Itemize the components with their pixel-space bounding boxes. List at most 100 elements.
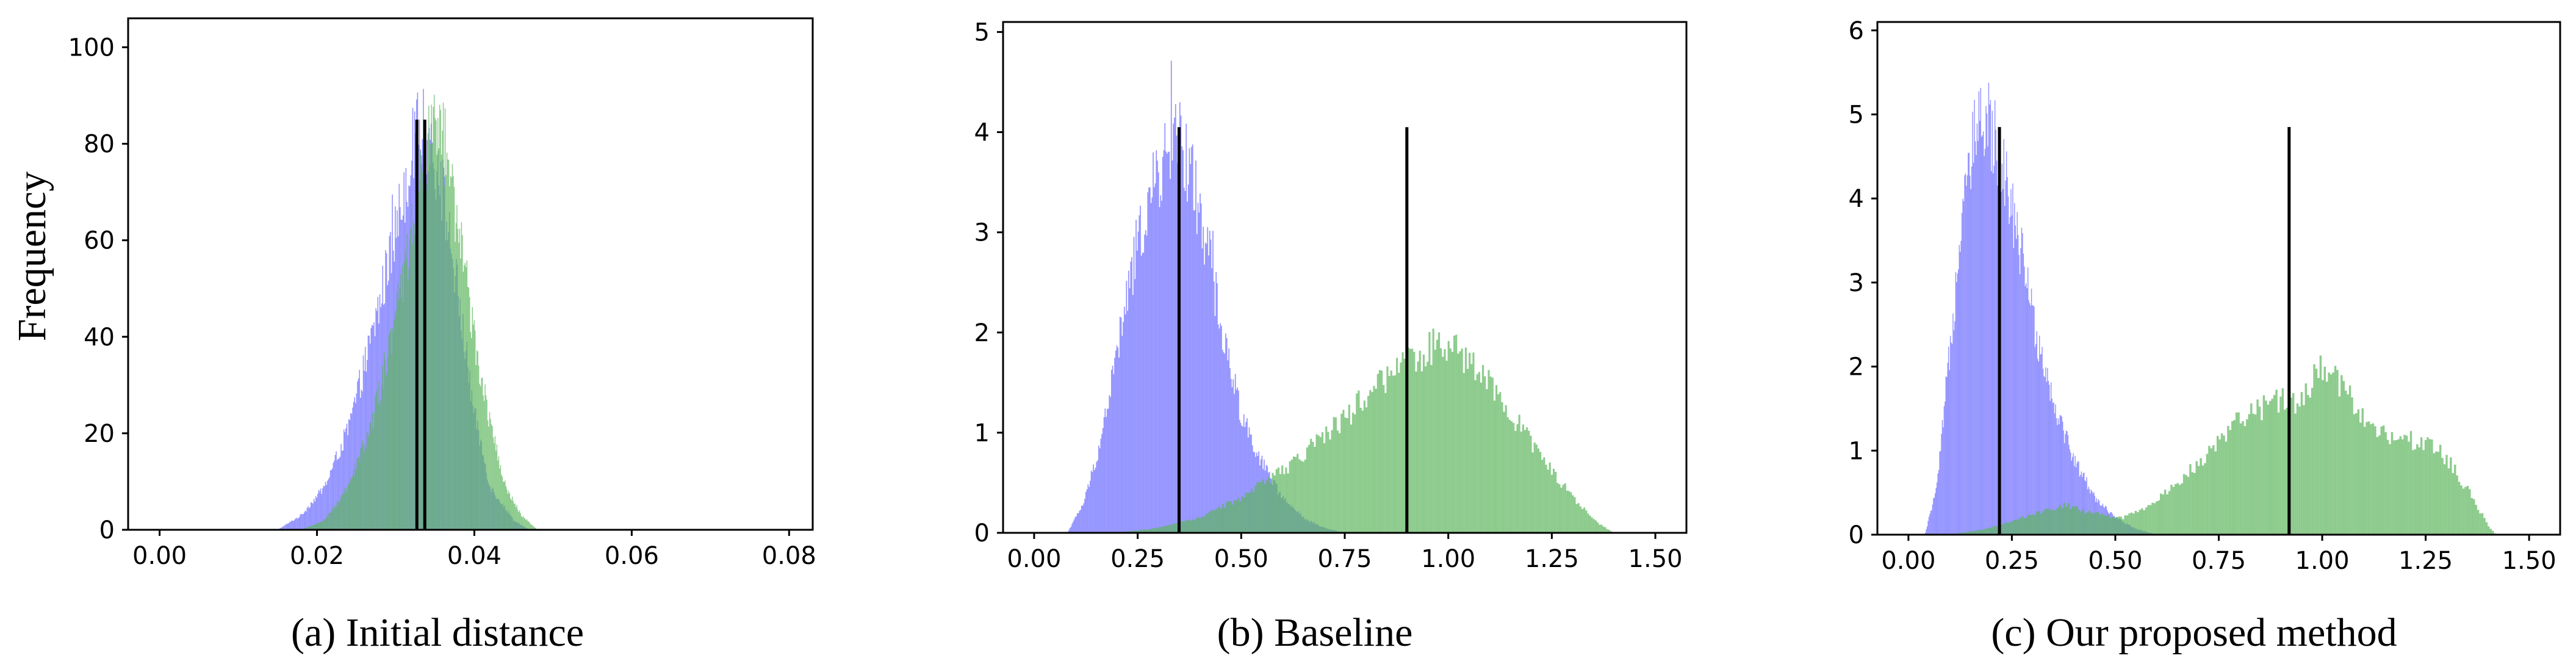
histogram-bar bbox=[1599, 524, 1601, 533]
histogram-bar bbox=[2469, 489, 2471, 535]
histogram-bar bbox=[1972, 112, 1973, 535]
histogram-bar bbox=[2370, 424, 2372, 535]
histogram-bar bbox=[2096, 511, 2099, 535]
histogram-bar bbox=[2166, 494, 2168, 535]
histogram-bar bbox=[339, 501, 340, 530]
histogram-bar bbox=[2187, 477, 2190, 535]
histogram-bar bbox=[2056, 418, 2057, 535]
histogram-bar bbox=[1208, 255, 1209, 533]
histogram-bar bbox=[1220, 323, 1221, 533]
histogram-bar bbox=[1329, 439, 1331, 533]
histogram-bar bbox=[2130, 512, 2133, 535]
histogram-bar bbox=[1192, 144, 1193, 533]
histogram-bar bbox=[2412, 450, 2414, 535]
histogram-bar bbox=[1182, 150, 1184, 533]
histogram-bar bbox=[2214, 451, 2217, 535]
histogram-bar bbox=[1185, 123, 1187, 533]
panel-baseline: 0.00 0.25 0.50 0.75 1.00 1.25 1.50 0 1 2 3 4 5 (b) Ba… bbox=[974, 18, 1688, 655]
histogram-bar bbox=[1157, 527, 1159, 533]
histogram-bar bbox=[1987, 527, 1990, 535]
histogram-bar bbox=[1204, 264, 1205, 533]
histogram-bar bbox=[495, 450, 497, 530]
histogram-bar bbox=[313, 499, 315, 530]
histogram-bar bbox=[2128, 513, 2131, 535]
histogram-bar bbox=[1079, 510, 1081, 533]
histogram-bar bbox=[1170, 60, 1172, 533]
histogram-bar bbox=[1327, 432, 1329, 533]
histogram-bar bbox=[314, 501, 315, 530]
histogram-bar bbox=[1478, 372, 1480, 533]
histogram-bar bbox=[2393, 440, 2395, 535]
histogram-bar bbox=[1189, 521, 1192, 533]
histogram-bar bbox=[1165, 151, 1167, 533]
histogram-bar bbox=[295, 518, 297, 530]
histogram-bar bbox=[2281, 388, 2284, 535]
histogram-bar bbox=[523, 518, 525, 530]
histogram-bar bbox=[1312, 442, 1314, 533]
histogram-bar bbox=[1176, 135, 1178, 533]
histogram-bar bbox=[330, 512, 331, 530]
histogram-bar bbox=[1289, 461, 1291, 533]
histogram-bar bbox=[1220, 508, 1222, 533]
histogram-bar bbox=[326, 515, 328, 530]
histogram-bar bbox=[287, 524, 289, 530]
histogram-bar bbox=[346, 424, 348, 530]
histogram-bar bbox=[431, 104, 433, 530]
histogram-bar bbox=[2366, 422, 2368, 535]
histogram-bar bbox=[1136, 250, 1138, 533]
histogram-bar bbox=[2416, 444, 2419, 535]
histogram-bar bbox=[1247, 493, 1249, 533]
histogram-bar bbox=[1218, 328, 1220, 533]
histogram-bar bbox=[2068, 444, 2070, 535]
histogram-bar bbox=[354, 463, 356, 530]
histogram-bar bbox=[2087, 489, 2089, 535]
histogram-bar bbox=[421, 155, 422, 530]
histogram-bar bbox=[1164, 123, 1166, 533]
histogram-bar bbox=[2435, 451, 2437, 535]
x-tick-label: 1.25 bbox=[1525, 545, 1579, 573]
panel-proposed-method: 0.00 0.25 0.50 0.75 1.00 1.25 1.50 0 1 2 3 4 5 6 (c) O… bbox=[1849, 17, 2561, 655]
histogram-bar bbox=[334, 507, 336, 530]
histogram-bar bbox=[1145, 230, 1146, 533]
histogram-bar bbox=[1266, 480, 1268, 533]
histogram-bar bbox=[1174, 117, 1175, 533]
histogram-bar bbox=[1484, 376, 1486, 533]
histogram-bar bbox=[1193, 520, 1196, 533]
histogram-bar bbox=[2143, 510, 2145, 535]
histogram-bar bbox=[304, 510, 306, 530]
histogram-bar bbox=[337, 458, 339, 530]
histogram-bar bbox=[2022, 233, 2023, 535]
histogram-bar bbox=[1140, 529, 1142, 533]
histogram-bar bbox=[1331, 430, 1333, 533]
histogram-bar bbox=[1254, 486, 1257, 533]
histogram-bar bbox=[1221, 350, 1223, 533]
histogram-bar bbox=[2019, 518, 2021, 535]
histogram-bar bbox=[2330, 374, 2333, 535]
histogram-bar bbox=[1378, 370, 1381, 533]
histogram-bar bbox=[1325, 426, 1328, 533]
histogram-bar bbox=[1962, 532, 1965, 535]
histogram-bar bbox=[450, 176, 452, 530]
histogram-bar bbox=[1964, 175, 1965, 535]
histogram-bar bbox=[1106, 409, 1108, 533]
histogram-bar bbox=[1231, 387, 1233, 533]
histogram-bar bbox=[2481, 513, 2484, 535]
x-tick-label: 0.50 bbox=[2088, 547, 2142, 575]
histogram-bar bbox=[1256, 482, 1259, 533]
histogram-bar bbox=[2047, 368, 2048, 535]
histogram-bar bbox=[1080, 510, 1081, 533]
histogram-bar bbox=[2225, 441, 2228, 535]
histogram-bar bbox=[345, 428, 347, 530]
histogram-bar bbox=[2336, 370, 2339, 535]
histogram-bar bbox=[1935, 488, 1937, 535]
histogram-bar bbox=[367, 335, 369, 530]
histogram-bar bbox=[349, 420, 351, 530]
histogram-bar bbox=[2294, 413, 2297, 535]
histogram-bar bbox=[1277, 467, 1279, 533]
histogram-bar bbox=[2233, 420, 2236, 535]
histogram-bar bbox=[2359, 422, 2362, 535]
histogram-bar bbox=[517, 510, 519, 530]
histogram-bar bbox=[1072, 521, 1074, 533]
histogram-bar bbox=[1486, 389, 1488, 533]
